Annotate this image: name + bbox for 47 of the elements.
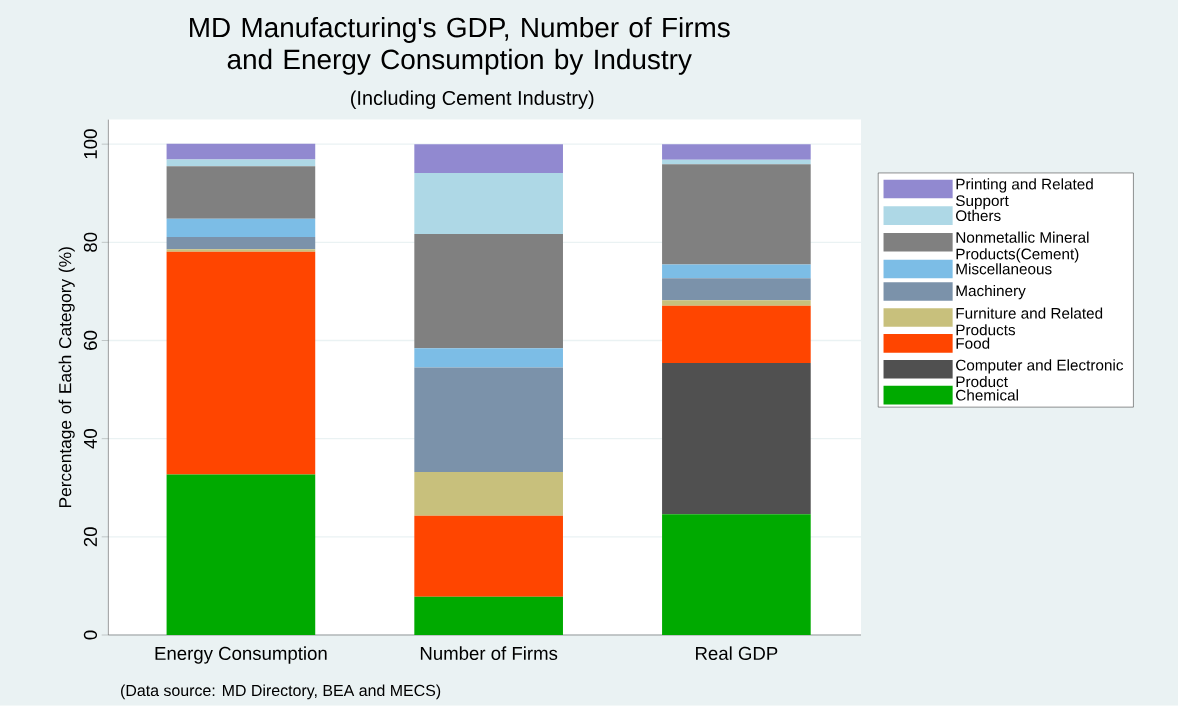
y-tick-label: 80 (83, 232, 98, 252)
bar (414, 173, 563, 235)
bar (662, 264, 811, 279)
legend-label: Food (956, 337, 990, 349)
y-tick-label: 60 (83, 330, 98, 351)
bar (662, 305, 811, 364)
bar (662, 159, 811, 165)
bar (662, 278, 811, 301)
y-tick-label: 20 (83, 527, 98, 547)
bar (414, 234, 563, 349)
x-tick-label: Energy Consumption (155, 646, 327, 664)
x-tick-label: Number of Firms (420, 646, 558, 661)
bar (662, 363, 811, 515)
bar (166, 159, 316, 167)
chart-title: MD Manufacturing's GDP, Number of Firms and Energy Consumption by Industry (190, 17, 730, 75)
bar (414, 596, 563, 636)
y-tick-label: 40 (83, 429, 98, 449)
y-tick-label: 100 (83, 129, 98, 159)
legend-label: Furniture and Related Products (956, 307, 1103, 336)
bar (662, 164, 811, 265)
x-tick-label: Real GDP (696, 646, 778, 661)
legend-label: Nonmetallic Mineral Products(Cement) (956, 231, 1089, 263)
legend-label: Printing and Related Support (955, 178, 1093, 210)
bar (414, 367, 563, 473)
bar (662, 144, 811, 160)
bar (414, 472, 563, 516)
bar (662, 514, 811, 636)
bar (166, 143, 316, 160)
bar (414, 515, 563, 597)
chart-subtitle: (Including Cement Industry) (351, 90, 594, 110)
bar (166, 166, 316, 219)
bar (662, 300, 811, 306)
bar (166, 237, 316, 250)
y-axis-title: Percentage of Each Category (%) (58, 247, 75, 508)
legend-label: Machinery (956, 285, 1026, 300)
text: (Data source: MD Directory, BEA and MECS) (121, 684, 441, 700)
bar (166, 218, 316, 238)
bar (414, 144, 563, 174)
bar (166, 251, 316, 475)
bar (414, 348, 563, 368)
legend-label: Computer and Electronic Product (956, 359, 1124, 388)
legend-label: Miscellaneous (956, 263, 1052, 275)
y-tick-label: 0 (83, 630, 98, 640)
legend-label: Others (956, 209, 1001, 222)
legend-label: Chemical (956, 389, 1018, 401)
bar (166, 474, 316, 636)
bar (166, 249, 316, 252)
